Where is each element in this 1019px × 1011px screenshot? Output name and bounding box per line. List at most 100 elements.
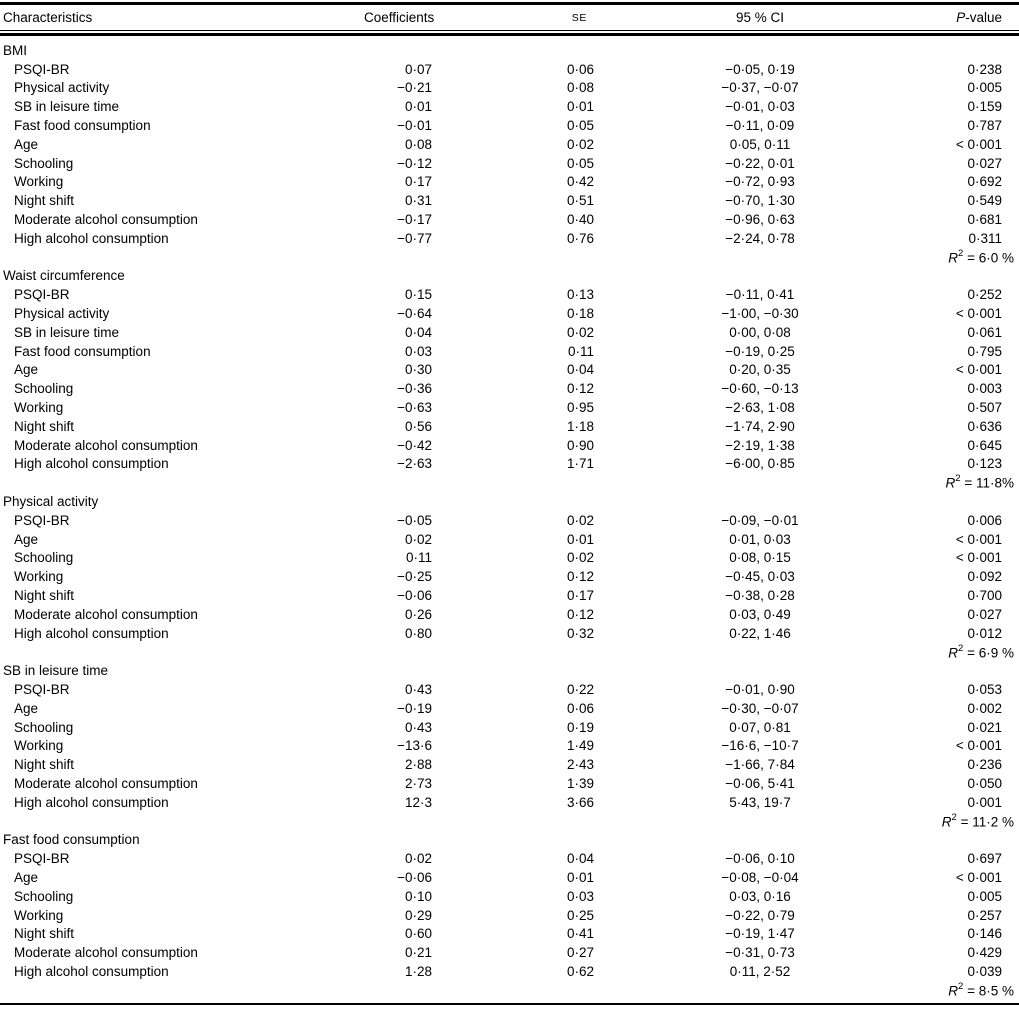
table-bottom-rule bbox=[0, 1002, 1019, 1005]
table-row: Working 0·29 0·25 −0·22, 0·79 0·257 bbox=[0, 906, 1019, 925]
header-row: Characteristics Coefficients SE 95 % CI … bbox=[0, 5, 1019, 30]
se-cell: 0·04 bbox=[566, 851, 594, 867]
row-label: Age bbox=[14, 700, 39, 716]
table-top-rule bbox=[0, 2, 1019, 5]
coefficient-cell: 0·07 bbox=[404, 61, 432, 77]
table-row: High alcohol consumption −2·63 1·71 −6·00, … bbox=[0, 455, 1019, 474]
se-cell: 0·19 bbox=[566, 719, 594, 735]
coefficient-cell: 0·43 bbox=[404, 719, 432, 735]
r-squared-symbol: R bbox=[941, 814, 952, 830]
coefficient-cell: −0·19 bbox=[397, 700, 432, 716]
p-value-cell: 0·061 bbox=[967, 324, 1002, 340]
section-row: Physical activity bbox=[0, 492, 1019, 511]
coefficient-cell: −2·63 bbox=[397, 456, 432, 472]
coefficient-cell: −0·17 bbox=[397, 212, 432, 228]
se-cell: 0·02 bbox=[566, 550, 594, 566]
se-cell: 0·08 bbox=[566, 80, 594, 96]
row-label: Night shift bbox=[14, 588, 75, 603]
coefficient-cell: −0·77 bbox=[397, 230, 432, 246]
r-squared-value: = 11·2 % bbox=[956, 814, 1014, 830]
p-value-cell: < 0·001 bbox=[955, 550, 1002, 566]
coefficient-cell: 0·30 bbox=[404, 362, 432, 378]
coefficient-cell: 0·03 bbox=[404, 343, 432, 359]
se-cell: 1·71 bbox=[566, 456, 594, 472]
p-value-cell: < 0·001 bbox=[955, 738, 1002, 754]
table-row: PSQI-BR −0·05 0·02 −0·09, −0·01 0·006 bbox=[0, 511, 1019, 530]
table-body: BMI PSQI-BR 0·07 0·06 −0·05, 0·19 0·238 Physic… bbox=[0, 41, 1019, 1000]
row-label: Working bbox=[14, 907, 64, 923]
coefficient-cell: −0·05 bbox=[397, 512, 432, 528]
row-label: Schooling bbox=[14, 550, 74, 566]
p-value-cell: 0·429 bbox=[967, 945, 1002, 961]
r-squared-row: R2 = 11·2 % bbox=[0, 812, 1019, 831]
coefficient-cell: 0·26 bbox=[404, 606, 432, 622]
ci-cell: 0·01, 0·03 bbox=[729, 531, 791, 547]
regression-table: Characteristics Coefficients SE 95 % CI … bbox=[0, 5, 1019, 1000]
p-value-cell: 0·039 bbox=[967, 963, 1002, 979]
table-row: Night shift 0·31 0·51 −0·70, 1·30 0·549 bbox=[0, 191, 1019, 210]
r-squared-cell: R2 = 11·2 % bbox=[0, 812, 1019, 831]
ci-cell: 0·07, 0·81 bbox=[729, 719, 791, 735]
table-row: Schooling 0·10 0·03 0·03, 0·16 0·005 bbox=[0, 887, 1019, 906]
se-cell: 0·17 bbox=[566, 588, 594, 603]
ci-cell: 5·43, 19·7 bbox=[729, 794, 791, 810]
row-label: Fast food consumption bbox=[14, 118, 151, 134]
r-squared-symbol: R bbox=[948, 250, 959, 266]
row-label: Age bbox=[14, 136, 39, 152]
p-value-cell: 0·027 bbox=[967, 606, 1002, 622]
table-row: Fast food consumption 0·03 0·11 −0·19, 0·25… bbox=[0, 342, 1019, 361]
se-cell: 0·06 bbox=[566, 700, 594, 716]
p-value-cell: 0·003 bbox=[967, 381, 1002, 397]
se-cell: 0·40 bbox=[566, 212, 594, 228]
r-squared-value: = 8·5 % bbox=[963, 983, 1014, 999]
row-label: Schooling bbox=[14, 719, 74, 735]
row-label: Physical activity bbox=[14, 80, 110, 96]
se-cell: 0·42 bbox=[566, 174, 594, 190]
table-row: Moderate alcohol consumption −0·42 0·90 −2·… bbox=[0, 436, 1019, 455]
coefficient-cell: 0·17 bbox=[404, 174, 432, 190]
section-title: Fast food consumption bbox=[3, 832, 140, 848]
ci-cell: 0·11, 2·52 bbox=[729, 963, 791, 979]
r-squared-exponent: 2 bbox=[958, 980, 964, 992]
row-label: Moderate alcohol consumption bbox=[14, 437, 198, 453]
row-label: Working bbox=[14, 400, 64, 416]
coefficient-cell: 0·02 bbox=[404, 531, 432, 547]
row-label: Working bbox=[14, 174, 64, 190]
ci-cell: 0·20, 0·35 bbox=[729, 362, 791, 378]
coefficient-cell: 0·04 bbox=[404, 324, 432, 340]
r-squared-symbol: R bbox=[948, 983, 959, 999]
se-cell: 0·05 bbox=[566, 118, 594, 134]
row-label: Moderate alcohol consumption bbox=[14, 606, 198, 622]
se-cell: 1·18 bbox=[566, 418, 594, 434]
se-cell: 0·25 bbox=[566, 907, 594, 923]
se-cell: 0·95 bbox=[566, 400, 594, 416]
row-label: High alcohol consumption bbox=[14, 794, 169, 810]
table-row: Night shift 0·56 1·18 −1·74, 2·90 0·636 bbox=[0, 417, 1019, 436]
section-row: BMI bbox=[0, 41, 1019, 60]
table-row: PSQI-BR 0·02 0·04 −0·06, 0·10 0·697 bbox=[0, 849, 1019, 868]
row-label: SB in leisure time bbox=[14, 99, 120, 115]
r-squared-exponent: 2 bbox=[951, 811, 957, 823]
p-value-cell: < 0·001 bbox=[955, 306, 1002, 322]
row-label: High alcohol consumption bbox=[14, 456, 169, 472]
coefficient-cell: 0·02 bbox=[404, 851, 432, 867]
se-cell: 0·12 bbox=[566, 381, 594, 397]
row-label: High alcohol consumption bbox=[14, 963, 169, 979]
coefficient-cell: −13·6 bbox=[397, 738, 432, 754]
r-squared-row: R2 = 8·5 % bbox=[0, 981, 1019, 1000]
se-cell: 0·01 bbox=[566, 99, 594, 115]
row-label: PSQI-BR bbox=[14, 61, 70, 77]
table-row: High alcohol consumption 0·80 0·32 0·22, 1·… bbox=[0, 624, 1019, 643]
se-cell: 2·43 bbox=[566, 757, 594, 773]
table-row: Working −0·25 0·12 −0·45, 0·03 0·092 bbox=[0, 567, 1019, 586]
r-squared-symbol: R bbox=[948, 645, 959, 661]
row-label: Moderate alcohol consumption bbox=[14, 945, 198, 961]
ci-cell: −0·11, 0·41 bbox=[725, 287, 795, 303]
coefficient-cell: −0·36 bbox=[397, 381, 432, 397]
coefficient-cell: −0·42 bbox=[397, 437, 432, 453]
section-row: Waist circumference bbox=[0, 267, 1019, 286]
ci-cell: −0·45, 0·03 bbox=[725, 569, 795, 585]
se-cell: 0·27 bbox=[566, 945, 594, 961]
table-row: Age 0·30 0·04 0·20, 0·35 < 0·001 bbox=[0, 361, 1019, 380]
ci-cell: −0·72, 0·93 bbox=[725, 174, 795, 190]
